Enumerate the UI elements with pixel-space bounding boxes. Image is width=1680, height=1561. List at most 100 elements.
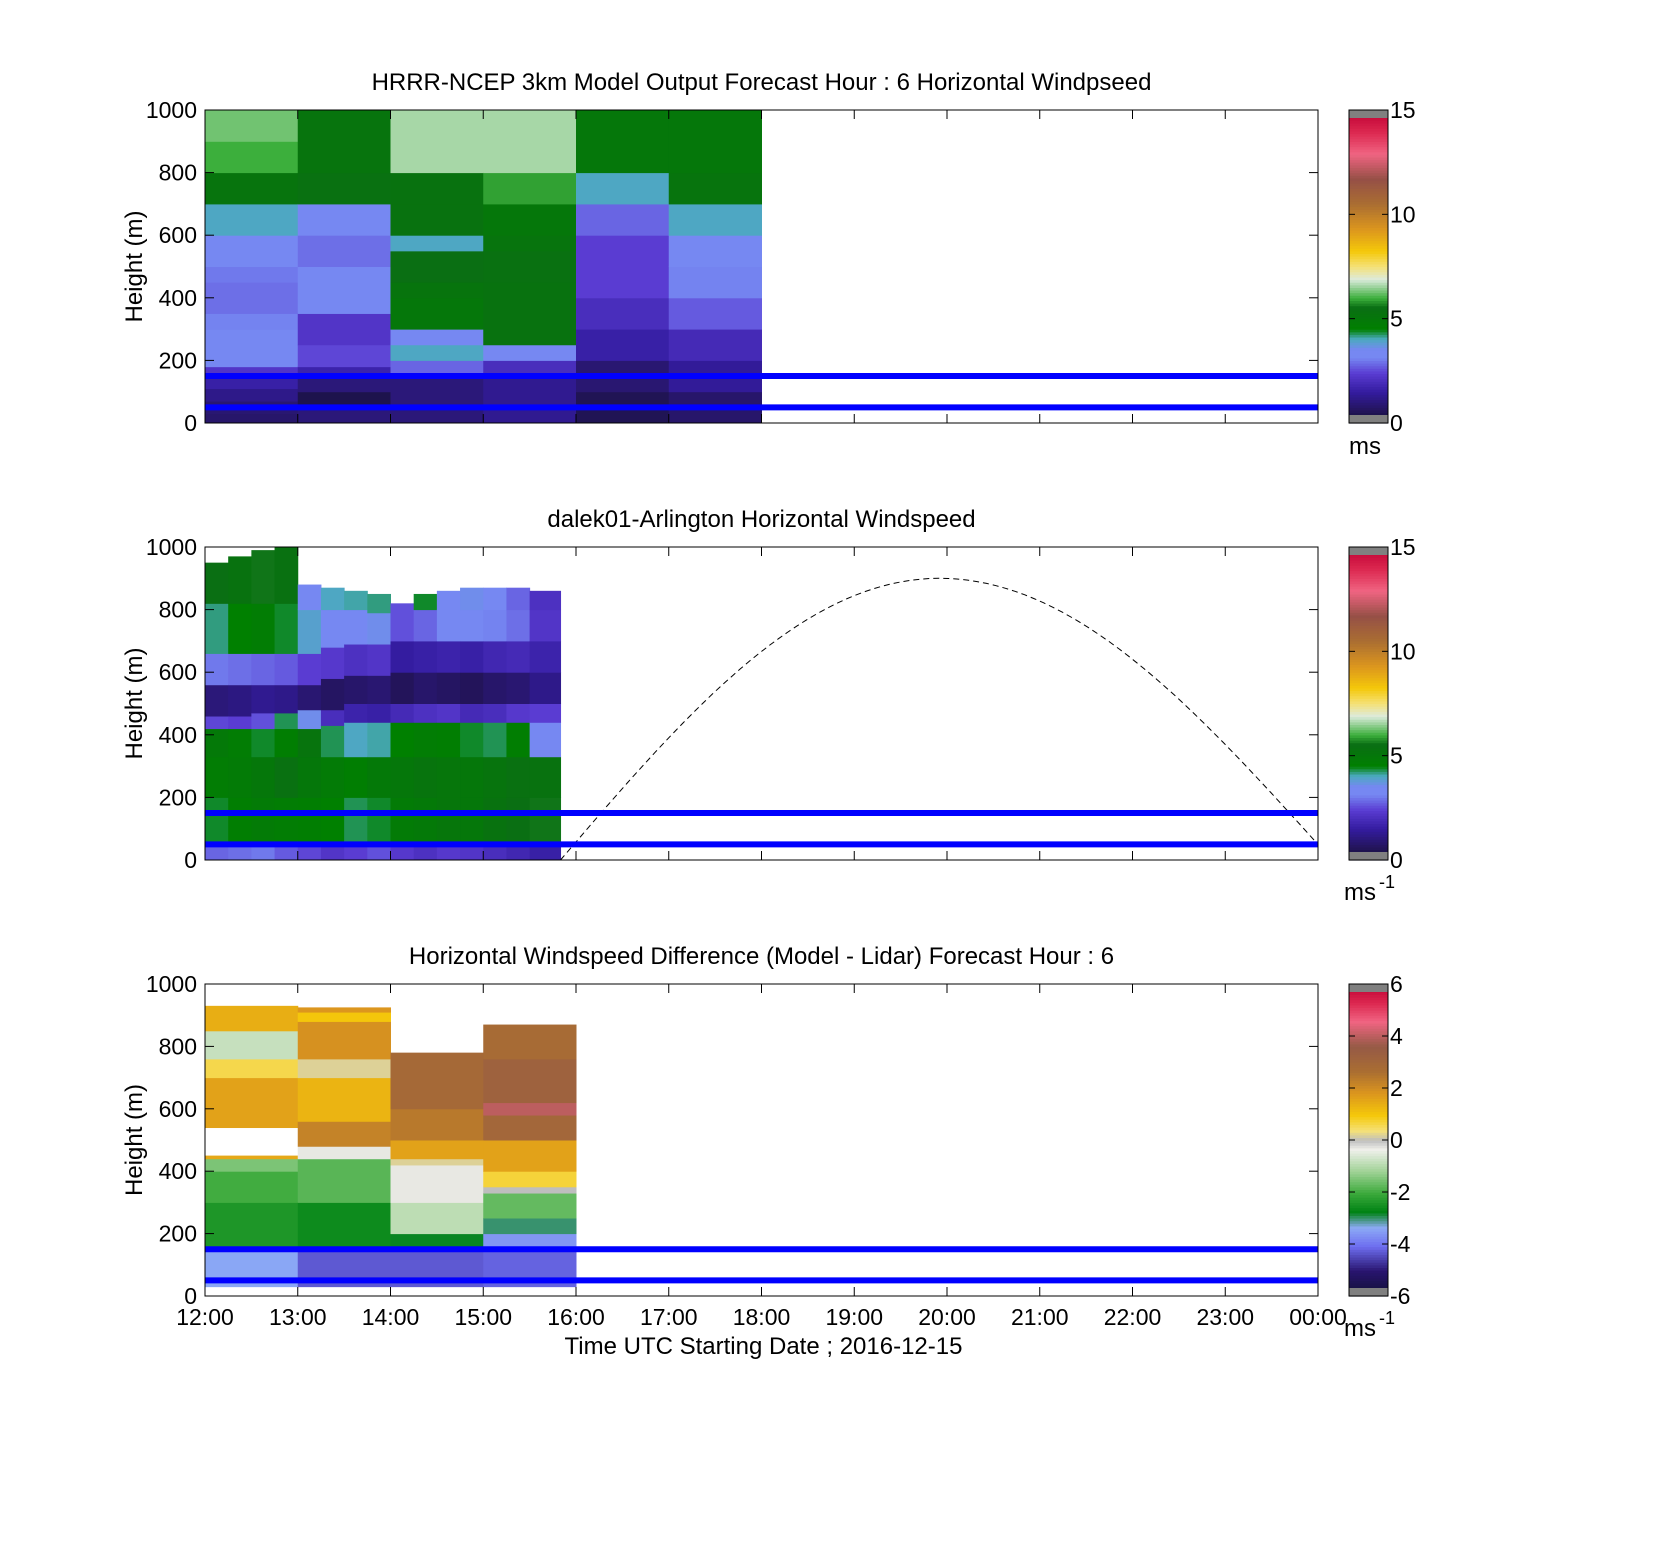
x-tick-label: 00:00: [1289, 1304, 1347, 1330]
colorbar-segment: [1349, 1020, 1388, 1024]
profile-cell: [344, 797, 368, 842]
colorbar-segment: [1349, 633, 1388, 637]
colorbar-unit-exponent: -1: [1379, 1308, 1395, 1328]
heatmap-cell: [576, 203, 670, 236]
profile-cell: [344, 756, 368, 798]
colorbar-segment: [1349, 627, 1388, 632]
colorbar-segment: [1349, 818, 1388, 822]
colorbar-segment: [1349, 274, 1388, 278]
colorbar-segment: [1349, 745, 1388, 749]
profile-cell: [483, 797, 507, 842]
colorbar-segment: [1349, 1077, 1388, 1081]
profile-cell: [297, 653, 322, 686]
heatmap-cell: [390, 1052, 484, 1110]
heatmap-cell: [483, 1186, 577, 1194]
colorbar-segment: [1349, 1067, 1388, 1071]
colorbar-cap: [1349, 1288, 1388, 1296]
colorbar-segment: [1349, 1111, 1388, 1115]
colorbar-segment: [1349, 732, 1388, 736]
profile-cell: [413, 672, 438, 704]
colorbar-segment: [1349, 130, 1388, 135]
profile-cell: [460, 797, 484, 842]
profile-cell: [297, 709, 322, 730]
colorbar-segment: [1349, 651, 1388, 655]
colorbar-segment: [1349, 240, 1388, 244]
profile-cell: [205, 728, 229, 758]
colorbar-segment: [1349, 1186, 1388, 1190]
profile-cell: [274, 797, 299, 842]
profile-cell: [251, 712, 276, 730]
colorbar-segment: [1349, 138, 1388, 142]
heatmap-cell: [297, 172, 391, 205]
colorbar-segment: [1349, 826, 1388, 830]
heatmap-cell: [483, 203, 577, 236]
colorbar-segment: [1349, 136, 1388, 140]
colorbar-segment: [1349, 378, 1388, 382]
colorbar-segment: [1349, 1241, 1388, 1245]
colorbar-segment: [1349, 1202, 1388, 1206]
colorbar-segment: [1349, 776, 1388, 780]
heatmap-cell: [390, 376, 484, 424]
colorbar-segment: [1349, 698, 1388, 702]
colorbar-segment: [1349, 1285, 1388, 1289]
y-tick-label: 200: [159, 784, 197, 810]
colorbar-segment: [1349, 573, 1388, 577]
colorbar-segment: [1349, 323, 1388, 328]
colorbar-segment: [1349, 1189, 1388, 1193]
profile-cell: [460, 703, 484, 723]
profile-cell: [344, 675, 368, 704]
chart-title: dalek01-Arlington Horizontal Windspeed: [547, 506, 975, 533]
colorbar-segment: [1349, 224, 1388, 228]
profile-cell: [367, 756, 391, 798]
colorbar-segment: [1349, 747, 1388, 752]
colorbar-segment: [1349, 638, 1388, 642]
colorbar-segment: [1349, 719, 1388, 723]
colorbar-segment: [1349, 133, 1388, 137]
colorbar-segment: [1349, 141, 1388, 145]
colorbar-segment: [1349, 269, 1388, 273]
profile-cell: [274, 653, 299, 686]
profile-cell: [367, 644, 391, 676]
chart-title: HRRR-NCEP 3km Model Output Forecast Hour…: [372, 69, 1152, 96]
colorbar-segment: [1349, 583, 1388, 587]
colorbar-cap: [1349, 984, 1388, 992]
colorbar-segment: [1349, 1056, 1388, 1060]
colorbar-tick-label: -4: [1390, 1231, 1411, 1257]
profile-cell: [483, 703, 507, 723]
profile-cell: [460, 756, 484, 798]
colorbar-segment: [1349, 753, 1388, 757]
colorbar-segment: [1349, 243, 1388, 247]
colorbar-segment: [1349, 1173, 1388, 1177]
heatmap-cell: [390, 297, 484, 330]
profile-cell: [390, 756, 415, 798]
profile-cell: [205, 562, 229, 604]
heatmap-cell: [576, 110, 670, 174]
colorbar-segment: [1349, 630, 1388, 634]
colorbar-segment: [1349, 1072, 1388, 1076]
colorbar-segment: [1349, 1098, 1388, 1102]
profile-cell: [320, 756, 345, 798]
colorbar-segment: [1349, 1036, 1388, 1040]
profile-cell: [436, 609, 461, 642]
colorbar-segment: [1349, 1225, 1388, 1229]
colorbar-segment: [1349, 1116, 1388, 1120]
colorbar-segment: [1349, 766, 1388, 770]
colorbar-segment: [1349, 368, 1388, 372]
x-tick-label: 19:00: [825, 1304, 883, 1330]
heatmap-cell: [483, 1058, 577, 1104]
profile-cell: [460, 672, 484, 704]
colorbar-segment: [1349, 580, 1388, 585]
profile-cell: [529, 640, 562, 673]
heatmap-cell: [205, 1030, 299, 1060]
colorbar-segment: [1349, 1215, 1388, 1219]
y-tick-label: 600: [159, 222, 197, 248]
profile-cell: [436, 672, 461, 704]
colorbar-segment: [1349, 1197, 1388, 1201]
heatmap-cell: [297, 1146, 391, 1160]
colorbar-segment: [1349, 263, 1388, 268]
profile-cell: [205, 756, 229, 798]
heatmap-cell: [205, 366, 299, 377]
profile-cell: [436, 797, 461, 842]
profile-cell: [251, 728, 276, 758]
colorbar-segment: [1349, 1051, 1388, 1055]
